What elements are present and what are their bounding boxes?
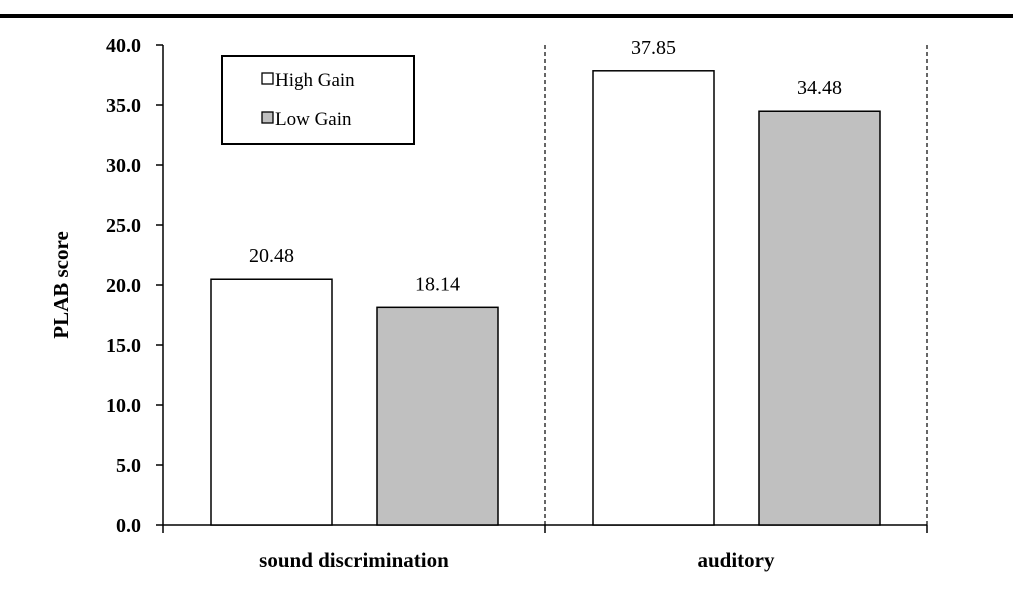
y-tick-label: 30.0 (106, 155, 141, 177)
legend-label: High Gain (275, 70, 355, 91)
y-tick-label: 0.0 (116, 515, 141, 537)
legend-swatch (261, 72, 274, 85)
y-tick-label: 15.0 (106, 335, 141, 357)
y-tick-label: 40.0 (106, 35, 141, 57)
legend-swatch (261, 111, 274, 124)
y-tick-label: 10.0 (106, 395, 141, 417)
bar-high-gain (592, 70, 715, 526)
bar-high-gain (210, 278, 333, 526)
data-label: 20.48 (249, 245, 294, 267)
legend-label: Low Gain (275, 109, 352, 130)
category-label: sound discrimination (259, 548, 449, 572)
data-label: 18.14 (415, 273, 460, 295)
bar-low-gain (376, 306, 499, 526)
category-label: auditory (697, 548, 775, 572)
y-tick-label: 35.0 (106, 95, 141, 117)
y-axis-title: PLAB score (49, 231, 73, 339)
data-label: 37.85 (631, 37, 676, 59)
y-tick-label: 5.0 (116, 455, 141, 477)
legend: High Gain Low Gain (221, 55, 415, 145)
legend-box (221, 55, 415, 145)
bar-low-gain (758, 110, 881, 526)
plot-area: 0.0 5.0 10.0 15.0 20.0 25.0 30.0 35.0 40.0 20.48 1… (106, 35, 928, 572)
y-tick-label: 20.0 (106, 275, 141, 297)
y-tick-label: 25.0 (106, 215, 141, 237)
data-label: 34.48 (797, 77, 842, 99)
